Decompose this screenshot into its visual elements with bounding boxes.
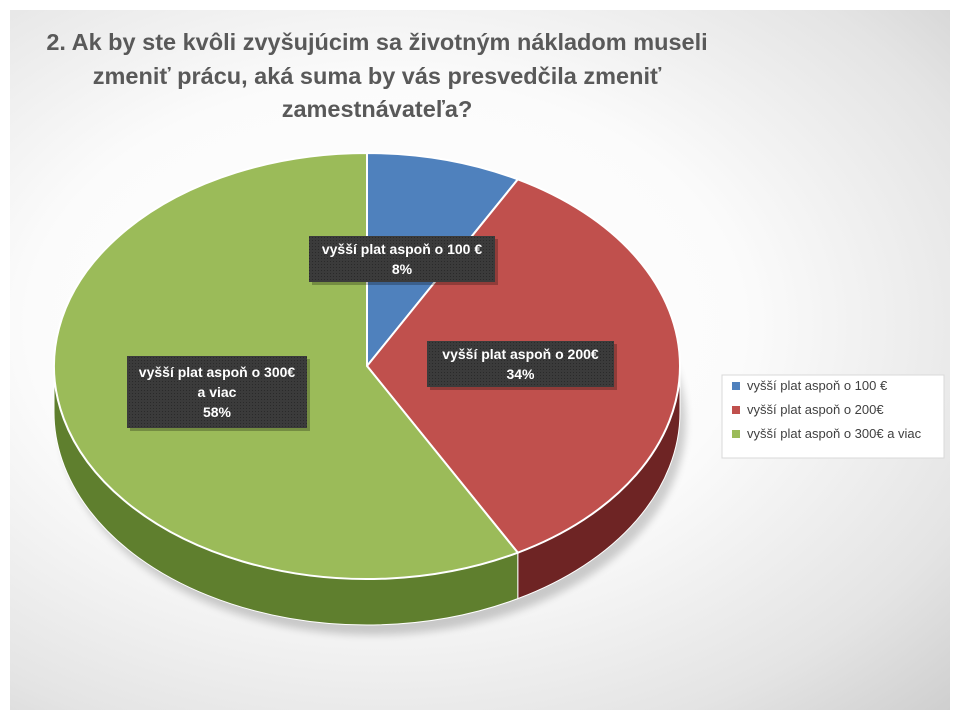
legend-entry-label: vyšší plat aspoň o 300€ a viac bbox=[747, 426, 922, 441]
legend-swatch bbox=[732, 406, 740, 414]
data-labels: vyšší plat aspoň o 100 €8%vyšší plat asp… bbox=[127, 236, 617, 431]
data-label: vyšší plat aspoň o 200€ 34% bbox=[427, 341, 617, 390]
data-label-text: 58% bbox=[203, 404, 232, 420]
legend-swatch bbox=[732, 430, 740, 438]
data-label: vyšší plat aspoň o 300€ a viac 58% bbox=[127, 356, 310, 431]
chart-title-line: zamestnávateľa? bbox=[282, 96, 473, 122]
legend-swatch bbox=[732, 382, 740, 390]
legend: vyšší plat aspoň o 100 € vyšší plat aspoň… bbox=[721, 374, 945, 459]
data-label-text: a viac bbox=[198, 384, 237, 400]
data-label-text: vyšší plat aspoň o 200€ bbox=[442, 346, 599, 362]
data-label-text: 8% bbox=[392, 261, 413, 277]
chart-title: 2. Ak by ste kvôli zvyšujúcim sa životný… bbox=[46, 29, 707, 122]
data-label-text: vyšší plat aspoň o 100 € bbox=[322, 241, 483, 257]
legend-entry-label: vyšší plat aspoň o 200€ bbox=[747, 402, 884, 417]
data-label-box bbox=[427, 341, 614, 387]
data-label-text: vyšší plat aspoň o 300€ bbox=[139, 364, 296, 380]
legend-entry-label: vyšší plat aspoň o 100 € bbox=[747, 378, 888, 393]
chart-title-line: 2. Ak by ste kvôli zvyšujúcim sa životný… bbox=[46, 29, 707, 55]
legend-box bbox=[721, 374, 945, 459]
data-label-box bbox=[127, 356, 307, 428]
chart-title-line: zmeniť prácu, aká suma by vás presvedčil… bbox=[93, 63, 662, 89]
data-label-text: 34% bbox=[506, 366, 535, 382]
data-label-box bbox=[309, 236, 495, 282]
data-label: vyšší plat aspoň o 100 € 8% bbox=[309, 236, 498, 285]
